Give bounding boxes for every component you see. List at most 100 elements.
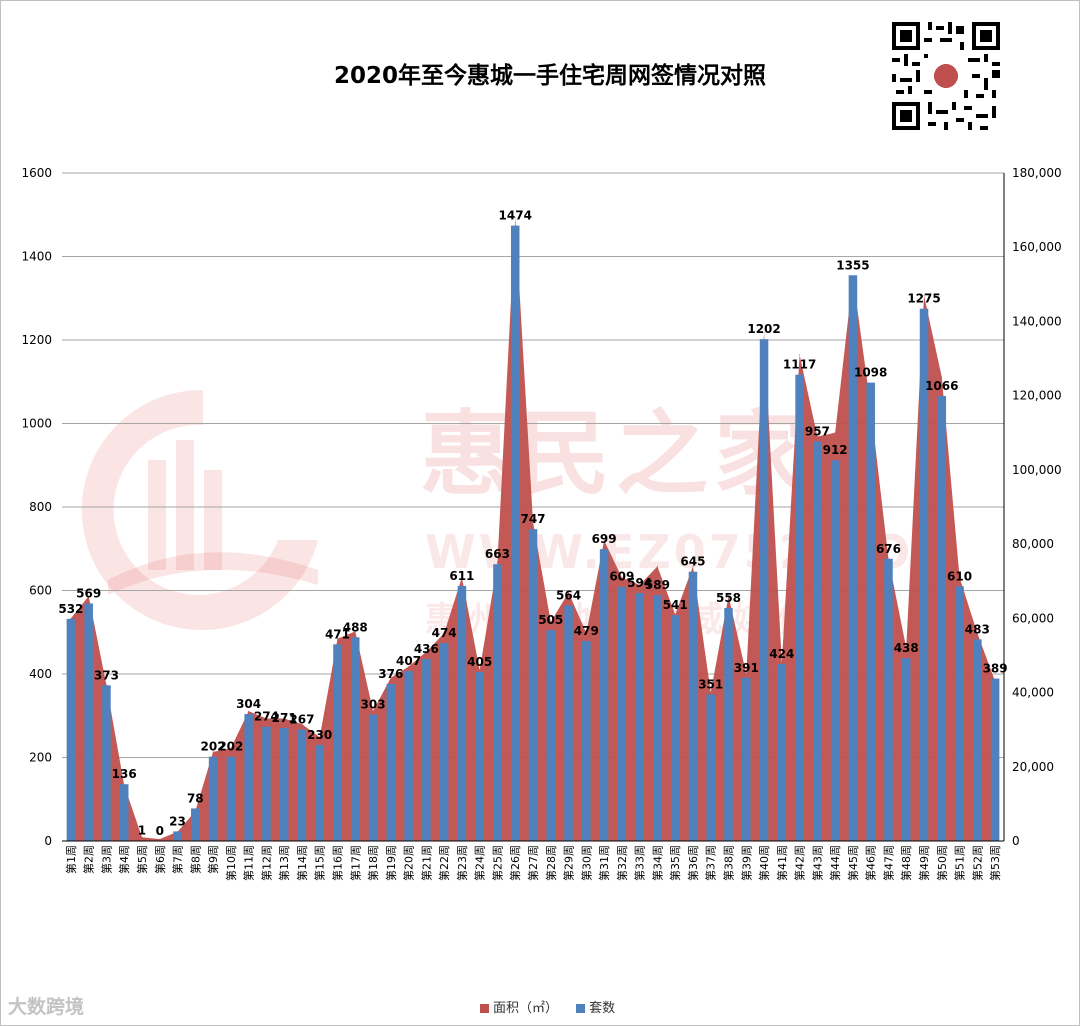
x-axis-tick-label: 第52周 — [970, 845, 984, 881]
area-point — [568, 591, 570, 593]
x-axis-tick-label: 第40周 — [757, 845, 771, 881]
bar — [279, 727, 289, 841]
x-axis-tick-label: 第34周 — [650, 845, 664, 881]
bar — [777, 663, 787, 841]
bar-data-label: 1275 — [907, 292, 940, 306]
area-point — [816, 435, 818, 437]
x-axis-tick-label: 第9周 — [206, 845, 220, 874]
x-axis-tick-label: 第29周 — [562, 845, 576, 881]
bar-data-label: 564 — [556, 589, 581, 603]
x-axis-tick-label: 第46周 — [864, 845, 878, 881]
x-axis-tick-label: 第23周 — [455, 845, 469, 881]
bar — [724, 608, 733, 841]
area-point — [141, 836, 143, 838]
right-axis-tick-label: 20,000 — [1012, 760, 1054, 774]
bar-data-label: 1474 — [499, 209, 532, 223]
right-axis-tick-label: 40,000 — [1012, 686, 1054, 700]
right-axis-tick-label: 0 — [1012, 834, 1020, 848]
bar — [813, 441, 822, 841]
area-point — [443, 632, 445, 634]
area-point — [70, 617, 72, 619]
bar — [599, 549, 609, 841]
bar — [830, 460, 840, 841]
bar-data-label: 78 — [187, 791, 204, 805]
bar-data-label: 594 — [627, 576, 652, 590]
x-axis-tick-label: 第30周 — [579, 845, 593, 881]
legend-swatch-area — [480, 1004, 489, 1013]
bar — [262, 726, 271, 841]
x-axis-tick-label: 第35周 — [668, 845, 682, 881]
area-point — [159, 838, 161, 840]
bar-data-label: 230 — [307, 728, 332, 742]
bar — [386, 684, 396, 841]
bar — [653, 595, 662, 841]
legend-swatch-bar — [576, 1004, 586, 1013]
bar — [973, 639, 982, 841]
x-axis-tick-label: 第53周 — [988, 845, 1002, 881]
bar-data-label: 541 — [663, 598, 688, 612]
bar-data-label: 391 — [734, 661, 759, 675]
bar-data-label: 663 — [485, 547, 510, 561]
bar — [297, 729, 307, 841]
left-axis-tick-label: 800 — [29, 500, 52, 514]
bar-data-label: 1117 — [783, 358, 816, 372]
x-axis-tick-label: 第24周 — [473, 845, 487, 881]
bar-data-label: 488 — [343, 620, 368, 634]
area-point — [710, 692, 712, 694]
bar — [795, 374, 804, 841]
bar-data-label: 407 — [396, 654, 421, 668]
x-axis-tick-label: 第42周 — [793, 845, 807, 881]
area-point — [550, 621, 552, 623]
bar — [955, 586, 964, 841]
bar-data-label: 0 — [156, 824, 164, 838]
x-axis-tick-label: 第12周 — [259, 845, 273, 881]
bar-data-label: 532 — [58, 602, 83, 616]
x-axis-tick-label: 第1周 — [64, 845, 78, 874]
bar-data-label: 271 — [272, 711, 297, 725]
left-axis-tick-label: 1000 — [21, 417, 52, 431]
bar-data-label: 202 — [201, 740, 226, 754]
bar — [919, 308, 929, 841]
bar — [119, 784, 129, 841]
x-axis-tick-label: 第37周 — [704, 845, 718, 881]
bar-data-label: 609 — [609, 570, 634, 584]
area-point — [745, 673, 747, 675]
bar-data-label: 405 — [467, 655, 492, 669]
bar-data-label: 676 — [876, 542, 901, 556]
x-axis-tick-label: 第26周 — [508, 845, 522, 881]
x-axis-tick-label: 第7周 — [171, 845, 185, 874]
area-point — [425, 651, 427, 653]
x-axis-tick-label: 第33周 — [633, 845, 647, 881]
bar-data-label: 483 — [965, 622, 990, 636]
area-point — [834, 432, 836, 434]
x-axis-tick-label: 第32周 — [615, 845, 629, 881]
left-axis-tick-label: 1600 — [21, 166, 52, 180]
bar — [564, 605, 573, 841]
bar-data-label: 202 — [218, 740, 243, 754]
x-axis-tick-label: 第43周 — [810, 845, 824, 881]
bar — [742, 677, 751, 841]
bar-data-label: 611 — [449, 569, 474, 583]
bar — [510, 225, 520, 842]
area-point — [674, 614, 676, 616]
bar-data-label: 505 — [538, 613, 563, 627]
bar-data-label: 1066 — [925, 379, 958, 393]
right-axis-tick-label: 120,000 — [1012, 389, 1062, 403]
bar — [84, 603, 93, 841]
area-point — [781, 662, 783, 664]
bar — [528, 529, 538, 841]
bar-data-label: 912 — [823, 443, 848, 457]
bar-data-label: 569 — [76, 586, 101, 600]
right-axis-tick-label: 100,000 — [1012, 463, 1062, 477]
bar — [315, 744, 324, 841]
area-point — [408, 666, 410, 668]
qr-code — [888, 18, 1004, 134]
bar — [866, 382, 875, 841]
left-axis-tick-label: 200 — [29, 751, 52, 765]
x-axis-tick-label: 第31周 — [597, 845, 611, 881]
area-point — [479, 669, 481, 671]
bar-data-label: 471 — [325, 627, 350, 641]
x-axis-tick-label: 第8周 — [188, 845, 202, 874]
area-point — [799, 354, 801, 356]
x-axis-tick-label: 第6周 — [153, 845, 167, 874]
